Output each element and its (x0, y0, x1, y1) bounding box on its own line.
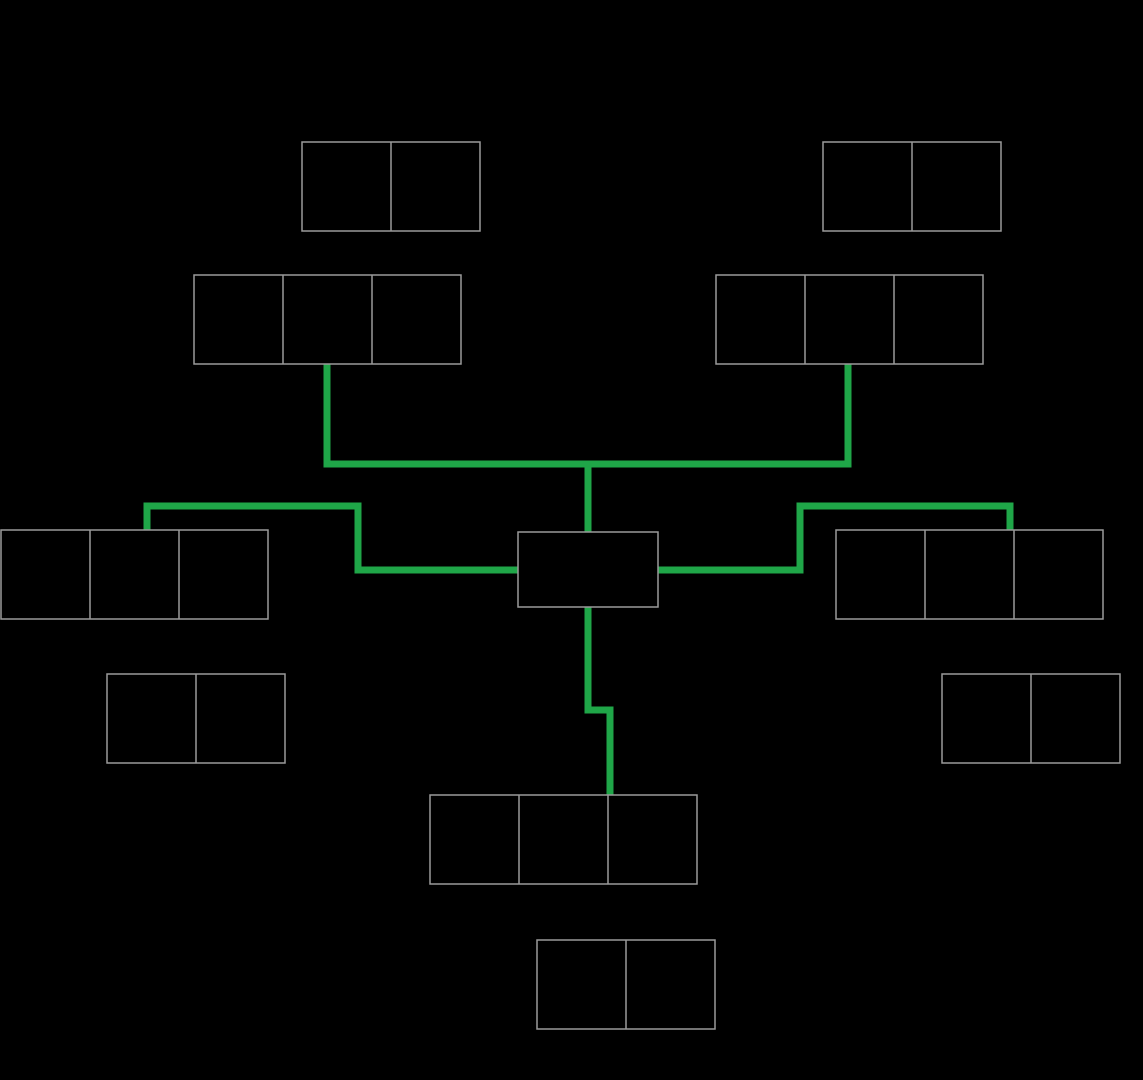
network-diagram (0, 0, 1143, 1080)
node-mid_right_3 (836, 530, 1103, 619)
node-outer (1, 530, 268, 619)
node-cell (518, 532, 658, 607)
node-outer (194, 275, 461, 364)
node-top_right_2 (823, 142, 1001, 231)
node-low_left_2 (107, 674, 285, 763)
node-center (518, 532, 658, 607)
node-bottom_3 (430, 795, 697, 884)
node-upper_left_3 (194, 275, 461, 364)
node-bottom_2 (537, 940, 715, 1029)
node-outer (836, 530, 1103, 619)
node-upper_right_3 (716, 275, 983, 364)
node-mid_left_3 (1, 530, 268, 619)
node-outer (716, 275, 983, 364)
node-outer (430, 795, 697, 884)
node-top_left_2 (302, 142, 480, 231)
node-low_right_2 (942, 674, 1120, 763)
